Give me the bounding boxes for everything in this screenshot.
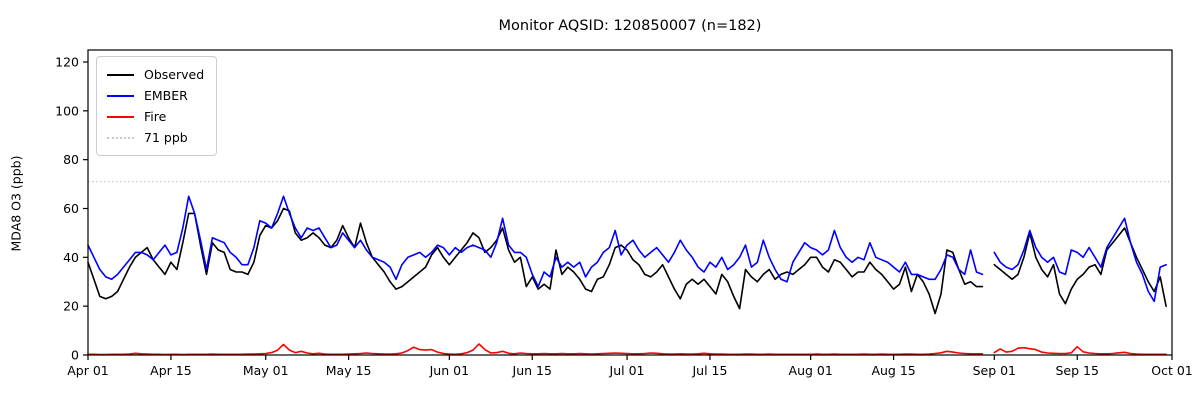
y-tick-label-40: 40 [63, 250, 79, 265]
observed-line-swatch [107, 73, 134, 76]
legend-item-ember: EMBER [107, 85, 204, 106]
fire-line-swatch [107, 115, 134, 118]
x-tick-label-jul-01: Jul 01 [609, 363, 645, 378]
series-line-ember [87, 195, 1167, 303]
legend-label-observed: Observed [144, 67, 205, 82]
x-tick-label-sep-15: Sep 15 [1055, 363, 1098, 378]
legend-item-observed: Observed [107, 64, 204, 85]
legend-item-threshold: 71 ppb [107, 127, 204, 148]
y-tick-label-60: 60 [63, 201, 79, 216]
x-tick-label-jul-15: Jul 15 [691, 363, 727, 378]
x-tick-label-aug-01: Aug 01 [789, 363, 833, 378]
x-tick-label-sep-01: Sep 01 [973, 363, 1016, 378]
y-tick-label-20: 20 [63, 299, 79, 314]
x-tick-label-apr-01: Apr 01 [67, 363, 109, 378]
series-line-observed [87, 207, 1167, 315]
axes-frame [87, 49, 1173, 356]
x-tick-label-aug-15: Aug 15 [871, 363, 915, 378]
legend-label-ember: EMBER [144, 88, 188, 103]
y-tick-label-100: 100 [55, 103, 79, 118]
series-line-fire [87, 343, 1167, 356]
threshold-line-swatch [107, 136, 134, 139]
ember-line-swatch [107, 94, 134, 97]
legend-item-fire: Fire [107, 106, 204, 127]
y-tick-label-80: 80 [63, 152, 79, 167]
legend-label-threshold: 71 ppb [144, 130, 188, 145]
x-tick-label-apr-15: Apr 15 [150, 363, 192, 378]
legend-box: Observed EMBER Fire 71 ppb [96, 56, 218, 156]
x-tick-label-jun-15: Jun 15 [512, 363, 552, 378]
x-tick-label-oct-01: Oct 01 [1151, 363, 1193, 378]
x-tick-label-jun-01: Jun 01 [429, 363, 469, 378]
chart-title: Monitor AQSID: 120850007 (n=182) [498, 18, 762, 34]
y-tick-label-0: 0 [71, 348, 79, 363]
x-tick-label-may-15: May 15 [326, 363, 372, 378]
legend-label-fire: Fire [144, 109, 167, 124]
x-tick-label-may-01: May 01 [243, 363, 289, 378]
y-tick-label-120: 120 [55, 55, 79, 70]
